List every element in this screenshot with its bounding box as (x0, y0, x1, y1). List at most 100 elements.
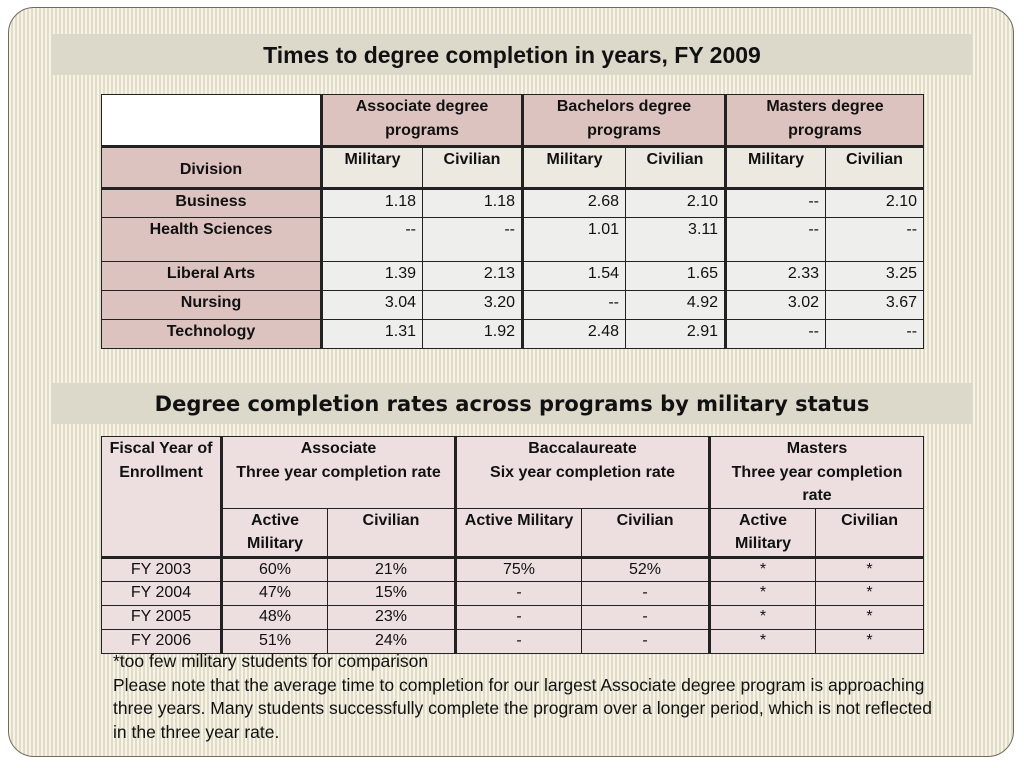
value-cell: 1.65 (625, 261, 726, 291)
value-cell: 3.25 (824, 261, 925, 291)
value-cell: 3.02 (724, 290, 826, 320)
rate-cell: * (708, 604, 817, 630)
notes: *too few military students for compariso… (113, 650, 943, 744)
rate-cell: 47% (220, 580, 328, 606)
subheader-military: Military (724, 145, 826, 189)
value-cell: -- (521, 290, 626, 320)
value-cell: 1.18 (320, 187, 423, 218)
rate-cell: - (581, 580, 711, 606)
division-name: Health Sciences (101, 217, 322, 262)
table-row: FY 2003 60% 21% 75% 52% * * (101, 555, 925, 582)
group-subtitle: Three year completion rate (731, 463, 903, 505)
table-row: FY 2006 51% 24% - - * * (101, 628, 925, 654)
rate-cell: * (815, 628, 925, 654)
table-row: Business 1.18 1.18 2.68 2.10 -- 2.10 (101, 187, 925, 218)
subheader-civilian: Civilian (815, 507, 925, 558)
header-associate: Associate Three year completion rate (219, 436, 457, 509)
fiscal-year-cell: FY 2005 (101, 604, 222, 630)
table1-group-header-row: Associate degree programs Bachelors degr… (101, 94, 925, 147)
table-row: Nursing 3.04 3.20 -- 4.92 3.02 3.67 (101, 290, 925, 320)
subheader-civilian: Civilian (422, 145, 523, 189)
rate-cell: - (581, 628, 711, 654)
subheader-military: Military (521, 145, 626, 189)
rate-cell: * (815, 555, 925, 582)
fiscal-year-cell: FY 2004 (101, 580, 222, 606)
group-subtitle: Three year completion rate (236, 463, 441, 481)
division-name: Liberal Arts (101, 261, 322, 291)
value-cell: 2.10 (824, 187, 925, 218)
fiscal-year-cell: FY 2006 (101, 628, 222, 654)
table1-corner-cell (101, 94, 322, 147)
table2-subheader-row: Active Military Civilian Active Military… (102, 507, 925, 558)
rate-cell: 52% (581, 555, 711, 582)
table2-title: Degree completion rates across programs … (51, 383, 973, 424)
value-cell: 1.54 (521, 261, 626, 291)
group-subtitle: Six year completion rate (490, 463, 675, 481)
value-cell: 3.67 (824, 290, 925, 320)
subheader-civilian: Civilian (625, 145, 726, 189)
completion-time-table: Associate degree programs Bachelors degr… (101, 94, 925, 349)
rate-cell: - (454, 604, 583, 630)
fiscal-year-header: Fiscal Year of Enrollment (101, 436, 222, 558)
value-cell: 4.92 (625, 290, 726, 320)
table1-subheader-row: Division Military Civilian Military Civi… (101, 145, 925, 189)
value-cell: 1.01 (521, 217, 626, 262)
table-row: FY 2005 48% 23% - - * * (101, 604, 925, 630)
table2-group-header-row: Fiscal Year of Enrollment Associate Thre… (101, 436, 925, 558)
subheader-civilian: Civilian (581, 507, 711, 558)
value-cell: -- (724, 217, 826, 262)
value-cell: -- (724, 187, 826, 218)
table-row: Health Sciences -- -- 1.01 3.11 -- -- (101, 217, 925, 262)
value-cell: 1.18 (422, 187, 523, 218)
value-cell: -- (824, 217, 925, 262)
rate-cell: 21% (326, 555, 457, 582)
footnote: *too few military students for compariso… (113, 651, 429, 671)
value-cell: 2.68 (521, 187, 626, 218)
explanatory-note: Please note that the average time to com… (113, 674, 933, 742)
value-cell: 1.31 (320, 319, 423, 349)
value-cell: 2.33 (724, 261, 826, 291)
table-row: Technology 1.31 1.92 2.48 2.91 -- -- (101, 319, 925, 349)
table1-title: Times to degree completion in years, FY … (51, 34, 973, 75)
division-header: Division (101, 145, 322, 189)
rate-cell: * (708, 580, 817, 606)
value-cell: -- (422, 217, 523, 262)
value-cell: 1.92 (422, 319, 523, 349)
rate-cell: * (708, 628, 817, 654)
value-cell: 3.11 (625, 217, 726, 262)
value-cell: 2.48 (521, 319, 626, 349)
fiscal-year-cell: FY 2003 (101, 555, 222, 582)
header-masters: Masters Three year completion rate (708, 436, 925, 509)
rate-cell: 15% (326, 580, 457, 606)
subheader-active-military: Active Military (220, 507, 328, 558)
division-name: Technology (101, 319, 322, 349)
value-cell: 2.91 (625, 319, 726, 349)
rate-cell: - (454, 580, 583, 606)
completion-rate-table: Fiscal Year of Enrollment Associate Thre… (101, 436, 925, 654)
division-name: Business (101, 187, 322, 218)
value-cell: 3.20 (422, 290, 523, 320)
rate-cell: 75% (454, 555, 583, 582)
rate-cell: * (815, 580, 925, 606)
table-row: FY 2004 47% 15% - - * * (101, 580, 925, 606)
value-cell: 1.39 (320, 261, 423, 291)
value-cell: -- (724, 319, 826, 349)
header-associate-programs: Associate degree programs (320, 94, 523, 147)
rate-cell: 23% (326, 604, 457, 630)
value-cell: 2.10 (625, 187, 726, 218)
table-row: Liberal Arts 1.39 2.13 1.54 1.65 2.33 3.… (101, 261, 925, 291)
header-masters-programs: Masters degree programs (723, 94, 925, 147)
rate-cell: - (581, 604, 711, 630)
rate-cell: 60% (220, 555, 328, 582)
subheader-active-military: Active Military (454, 507, 583, 558)
value-cell: -- (824, 319, 925, 349)
subheader-civilian: Civilian (326, 507, 457, 558)
group-name: Baccalaureate (528, 440, 637, 457)
header-bachelors-programs: Bachelors degree programs (521, 94, 726, 147)
value-cell: -- (320, 217, 423, 262)
subheader-civilian: Civilian (824, 145, 925, 189)
subheader-active-military: Active Military (708, 507, 817, 558)
rate-cell: 51% (220, 628, 328, 654)
rate-cell: 48% (220, 604, 328, 630)
rate-cell: 24% (326, 628, 457, 654)
